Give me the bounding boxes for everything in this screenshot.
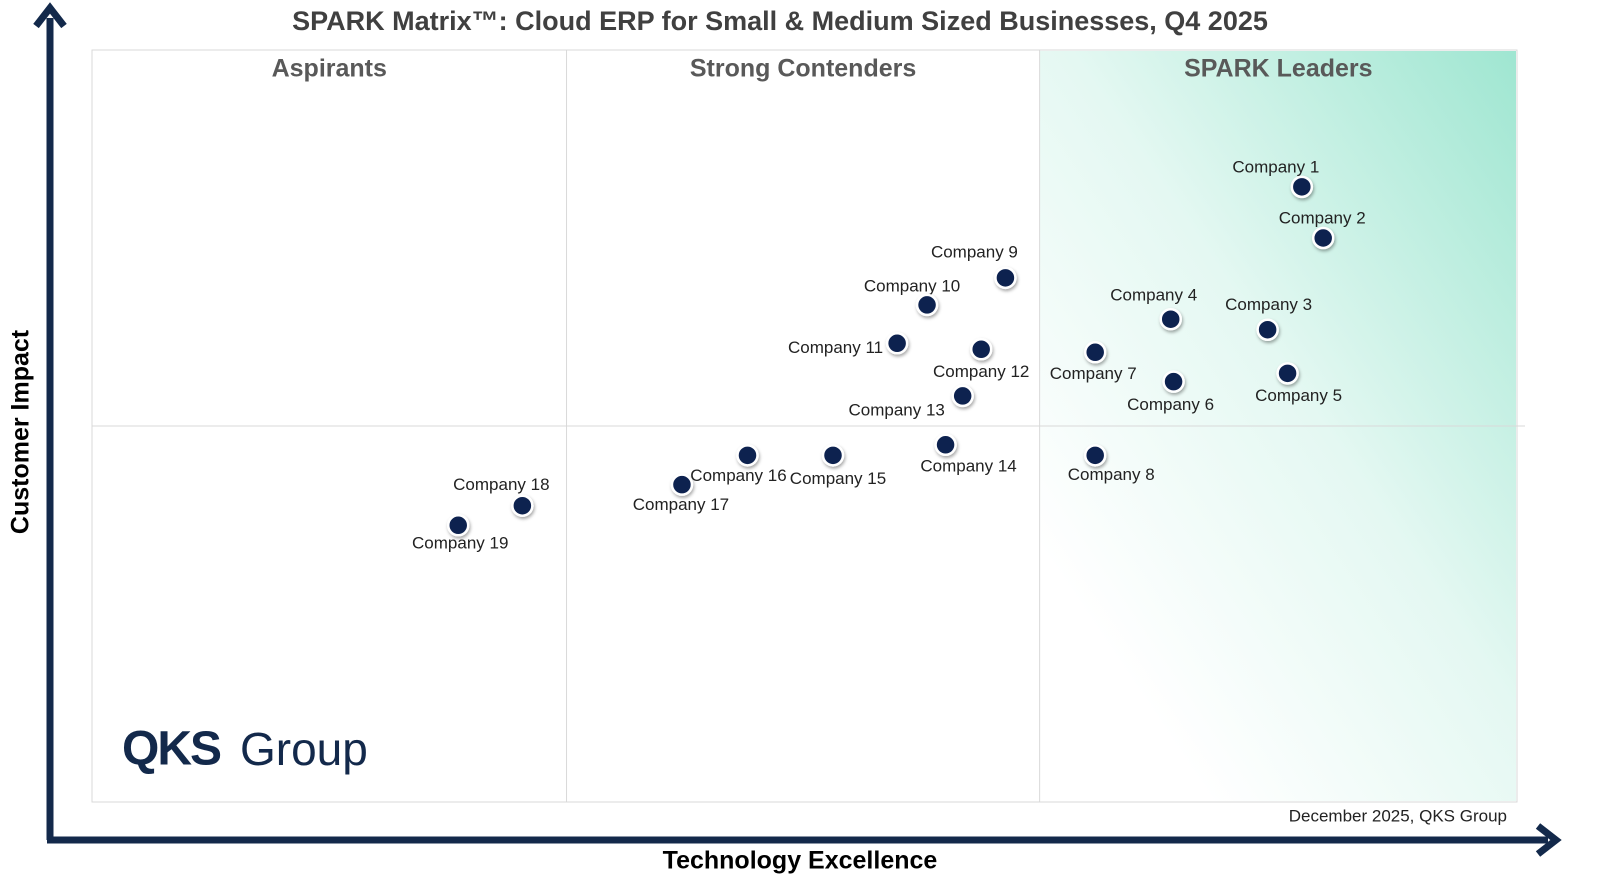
point-label: Company 3 [1225, 295, 1312, 314]
data-point [969, 338, 993, 361]
y-axis-arrow [33, 2, 67, 29]
point-label: Company 5 [1255, 386, 1342, 405]
point-label: Company 1 [1232, 157, 1319, 176]
data-point [1256, 318, 1279, 341]
data-point [670, 473, 694, 496]
point-label: Company 4 [1110, 286, 1197, 305]
logo-bold: QKS [122, 723, 221, 776]
data-point [994, 266, 1017, 290]
data-point [1276, 362, 1299, 385]
quadrant-label: Strong Contenders [690, 55, 916, 83]
point-label: Company 6 [1127, 395, 1214, 414]
logo-light: Group [240, 723, 368, 775]
data-point [1083, 444, 1107, 467]
point-label: Company 16 [690, 466, 786, 485]
point-label: Company 13 [848, 400, 944, 419]
x-axis-title: Technology Excellence [663, 847, 938, 875]
point-label: Company 10 [864, 276, 960, 295]
data-point [736, 444, 759, 467]
quadrant-label: Aspirants [272, 55, 387, 83]
data-point [1311, 226, 1335, 250]
point-label: Company 12 [933, 362, 1029, 381]
point-label: Company 17 [633, 495, 729, 514]
data-point [915, 293, 939, 317]
point-label: Company 7 [1050, 364, 1137, 383]
footer: December 2025, QKS Group [1289, 806, 1507, 825]
data-point [821, 444, 845, 467]
point-label: Company 11 [788, 338, 883, 357]
data-point [1290, 175, 1314, 199]
data-point [1083, 341, 1107, 364]
data-point [511, 494, 534, 517]
point-label: Company 19 [412, 534, 508, 553]
point-label: Company 2 [1279, 208, 1366, 227]
chart-title: SPARK Matrix™: Cloud ERP for Small & Med… [292, 6, 1268, 36]
quadrant-label: SPARK Leaders [1184, 55, 1373, 83]
y-axis-title: Customer Impact [7, 329, 35, 534]
data-point [1159, 307, 1182, 331]
data-point [951, 384, 974, 408]
data-point [885, 332, 909, 355]
data-point [1162, 370, 1185, 393]
point-label: Company 18 [453, 475, 549, 494]
point-label: Company 8 [1068, 465, 1155, 484]
x-axis-arrow [1535, 823, 1562, 857]
point-label: Company 14 [920, 456, 1016, 475]
point-label: Company 9 [931, 242, 1018, 261]
data-point [934, 433, 957, 457]
data-point [446, 514, 470, 537]
point-label: Company 15 [790, 469, 886, 488]
